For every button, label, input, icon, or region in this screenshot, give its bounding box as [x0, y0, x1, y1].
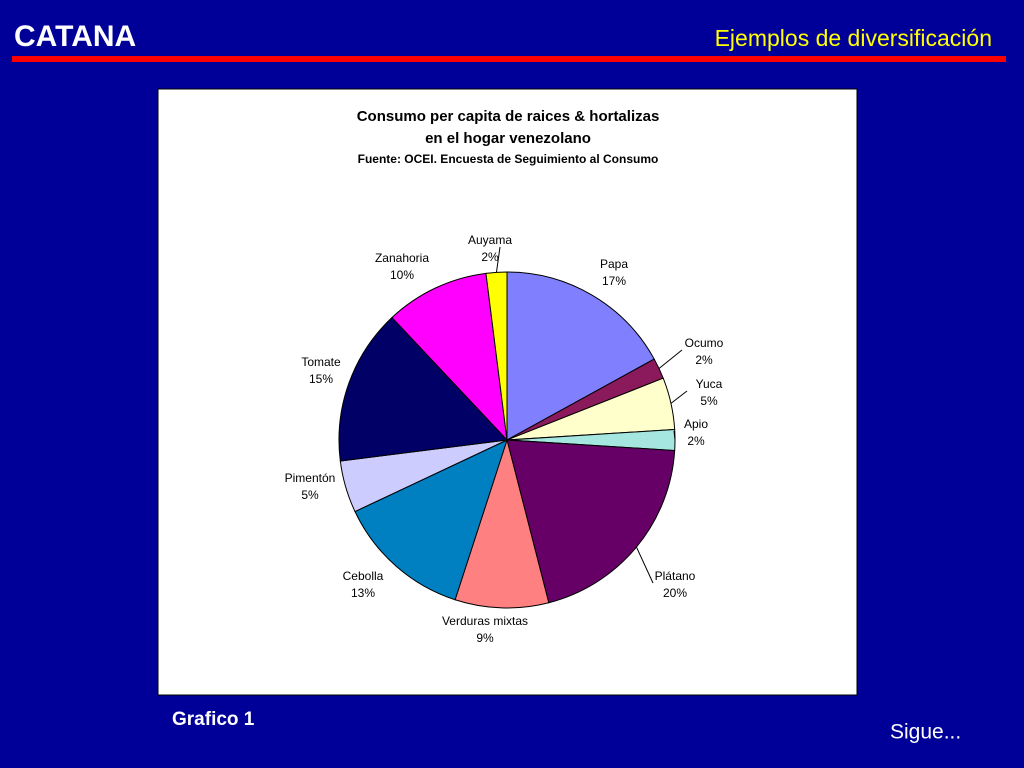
- slice-percent: 15%: [309, 372, 333, 386]
- slice-percent: 13%: [351, 586, 375, 600]
- next-link[interactable]: Sigue...: [890, 721, 961, 744]
- slice-name: Verduras mixtas: [442, 614, 528, 628]
- pie-slice: [485, 271, 508, 441]
- slice-percent: 17%: [602, 274, 626, 288]
- leader-line: [635, 546, 654, 584]
- leader-line: [673, 430, 676, 441]
- slice-name: Cebolla: [343, 569, 384, 583]
- pie-slice: [338, 316, 509, 462]
- chart-title: Consumo per capita de raices & hortaliza…: [357, 108, 660, 125]
- leader-line: [658, 349, 683, 369]
- chart-subtitle: Fuente: OCEI. Encuesta de Seguimiento al…: [358, 152, 659, 166]
- slice-percent: 5%: [700, 394, 718, 408]
- pie-slice: [506, 271, 655, 441]
- slice-percent: 2%: [481, 250, 499, 264]
- slice-percent: 5%: [301, 488, 319, 502]
- caption: Grafico 1: [172, 709, 255, 730]
- slice-name: Papa: [600, 257, 628, 271]
- brand: CATANA: [14, 20, 136, 53]
- chart-title: en el hogar venezolano: [425, 130, 591, 147]
- slide-title: Ejemplos de diversificación: [715, 25, 992, 51]
- slice-percent: 2%: [687, 434, 705, 448]
- slice-name: Zanahoria: [375, 251, 429, 265]
- slice-name: Yuca: [696, 377, 723, 391]
- header-rule: [12, 56, 1006, 62]
- slice-name: Plátano: [655, 569, 696, 583]
- slice-percent: 2%: [695, 353, 713, 367]
- slice-name: Apio: [684, 417, 708, 431]
- pie: Papa 17% Ocumo 2% Yuca 5% Apio 2% Plátano 20% Verd…: [285, 233, 724, 645]
- leader-line: [670, 390, 688, 404]
- slice-percent: 9%: [476, 631, 494, 645]
- slice-name: Ocumo: [685, 336, 724, 350]
- slice-percent: 20%: [663, 586, 687, 600]
- pie-slice: [391, 272, 508, 442]
- slice-name: Tomate: [301, 355, 341, 369]
- slice-name: Pimentón: [285, 471, 336, 485]
- pie-slice: [354, 439, 508, 601]
- slice-name: Auyama: [468, 233, 512, 247]
- slice-percent: 10%: [390, 268, 414, 282]
- leader-line: [495, 246, 501, 273]
- pie-slice: [454, 438, 550, 609]
